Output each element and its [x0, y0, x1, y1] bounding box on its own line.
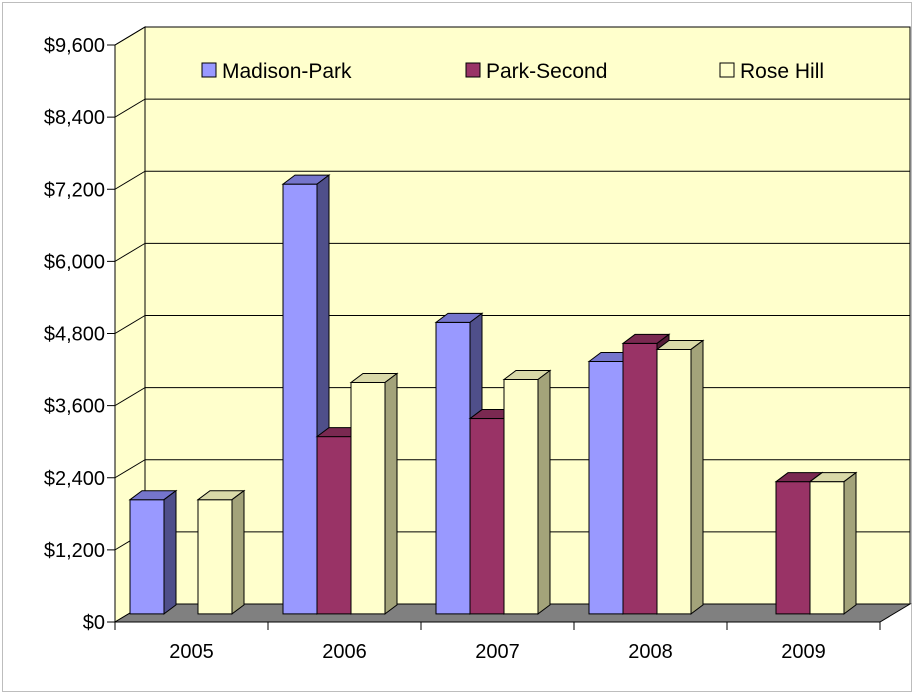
y-tick-label: $6,000 — [44, 251, 105, 273]
bar — [808, 471, 858, 615]
bar-side — [231, 489, 245, 615]
legend-label: Rose Hill — [740, 60, 824, 83]
gridline-side — [114, 459, 146, 479]
bar-side — [537, 369, 551, 615]
legend-item: Park-Second — [465, 60, 607, 83]
y-tick-label: $9,600 — [44, 35, 105, 57]
bar-front — [282, 183, 318, 615]
x-tick-label: 2008 — [628, 641, 673, 663]
y-tick-label: $7,200 — [44, 179, 105, 201]
axes: $0 $1,200 $2,400 $3,600 $4,800 $6,000 $7,200 $8… — [44, 35, 881, 663]
bar-side — [163, 489, 177, 615]
bar-front — [503, 378, 539, 615]
bar-front — [197, 499, 233, 615]
y-tick-label: $4,800 — [44, 324, 105, 346]
bar-front — [775, 481, 811, 615]
bar-front — [809, 481, 845, 615]
legend-swatch — [465, 62, 481, 78]
legend-label: Madison-Park — [222, 60, 352, 83]
bar-front — [588, 360, 624, 615]
bar-front — [316, 436, 352, 615]
bar — [502, 369, 552, 615]
bar-front — [622, 342, 658, 615]
bar-front — [129, 499, 165, 615]
x-tick-label: 2005 — [169, 641, 214, 663]
gridline-side — [114, 387, 146, 407]
gridline-side — [114, 315, 146, 334]
legend-item: Rose Hill — [719, 60, 824, 83]
bar-front — [469, 418, 505, 615]
bar-side — [384, 372, 398, 615]
bar-side — [690, 339, 704, 615]
bar-side — [843, 471, 857, 615]
legend-swatch — [201, 62, 217, 78]
gridline-side — [114, 98, 146, 118]
y-tick-label: $1,200 — [44, 540, 105, 562]
bar — [655, 339, 705, 615]
bar — [621, 333, 671, 615]
x-tick-label: 2007 — [475, 641, 520, 663]
legend-label: Park-Second — [486, 60, 607, 83]
bar — [349, 372, 399, 615]
bar — [128, 489, 178, 615]
x-tick-label: 2006 — [322, 641, 367, 663]
y-tick-label: $8,400 — [44, 107, 105, 129]
bar — [196, 489, 246, 615]
bar-front — [656, 348, 692, 615]
bar-front — [350, 381, 386, 615]
y-tick-label: $0 — [83, 612, 105, 634]
bars — [128, 174, 858, 615]
gridline-side — [114, 26, 146, 46]
x-tick-label: 2009 — [781, 641, 826, 663]
gridline-side — [114, 242, 146, 262]
y-tick-label: $3,600 — [44, 396, 105, 418]
y-tick-label: $2,400 — [44, 468, 105, 490]
legend-item: Madison-Park — [201, 60, 352, 83]
gridline-side — [114, 170, 146, 190]
legend: Madison-Park Park-Second Rose Hill — [201, 60, 824, 83]
bar-front — [435, 321, 471, 615]
legend-swatch — [719, 62, 735, 78]
